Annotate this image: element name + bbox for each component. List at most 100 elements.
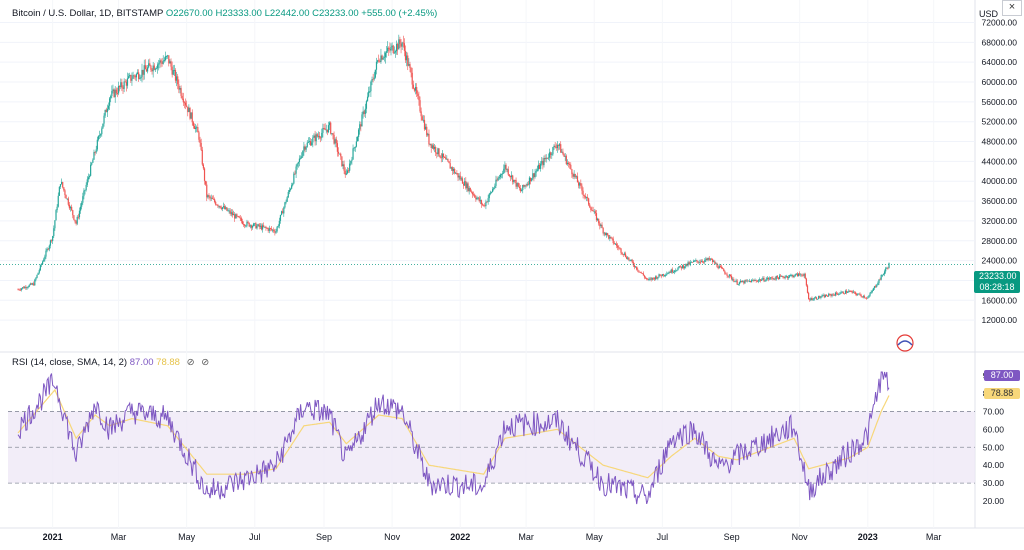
candle-body: [729, 274, 732, 277]
candle-body: [125, 81, 127, 86]
candle-body: [351, 159, 353, 161]
candle-body: [86, 179, 88, 185]
candle-body: [409, 64, 411, 68]
candle-body: [306, 142, 308, 147]
candle-body: [205, 180, 207, 185]
candle-body: [365, 101, 368, 109]
candle-body: [790, 275, 792, 276]
candle-body: [546, 157, 548, 159]
candle-body: [119, 86, 121, 88]
candle-body: [831, 294, 833, 296]
candle-body: [190, 112, 192, 119]
candle-body: [292, 183, 294, 186]
candle-body: [516, 182, 518, 187]
candle-body: [391, 45, 393, 48]
candle-body: [665, 274, 667, 276]
candle-body: [50, 240, 53, 242]
candle-body: [155, 68, 158, 70]
candle-body: [460, 178, 462, 180]
time-tick-label: Nov: [384, 532, 401, 542]
candle-body: [62, 181, 64, 188]
time-tick-label: 2023: [858, 532, 878, 542]
candle-body: [650, 278, 652, 280]
candle-body: [873, 286, 876, 289]
time-tick-label: 2022: [450, 532, 470, 542]
eye-off-icon[interactable]: ⊘: [201, 357, 210, 368]
candle-body: [774, 278, 776, 280]
candle-body: [528, 177, 531, 185]
candle-body: [196, 127, 198, 128]
candle-body: [267, 228, 269, 231]
candle-body: [760, 279, 762, 281]
candle-body: [289, 188, 292, 191]
candle-body: [566, 162, 569, 165]
candle-body: [523, 184, 525, 187]
time-tick-label: Sep: [316, 532, 332, 542]
candle-body: [804, 273, 806, 279]
candle-body: [74, 219, 76, 222]
candle-body: [470, 191, 473, 193]
candle-body: [308, 141, 311, 142]
candle-body: [795, 273, 797, 275]
candle-body: [554, 145, 556, 148]
candle-body: [122, 87, 124, 89]
candle-body: [385, 51, 388, 53]
candle-body: [813, 298, 815, 300]
candle-body: [189, 107, 191, 119]
eye-off-icon[interactable]: ⊘: [186, 357, 195, 368]
candle-body: [504, 164, 506, 169]
symbol-title: Bitcoin / U.S. Dollar, 1D, BITSTAMP: [12, 8, 164, 19]
candle-body: [465, 181, 467, 189]
open-value: O22670.00: [165, 8, 213, 19]
candle-body: [104, 109, 106, 116]
candle-body: [582, 190, 584, 195]
candle-body: [226, 207, 228, 211]
candle-body: [390, 47, 392, 51]
candle-body: [489, 192, 491, 194]
candle-body: [85, 184, 87, 190]
candle-body: [840, 292, 842, 294]
candle-body: [440, 157, 442, 159]
candle-body: [436, 152, 438, 155]
candle-body: [417, 93, 419, 97]
candle-body: [838, 294, 840, 295]
candle-body: [814, 297, 816, 299]
candle-body: [18, 289, 20, 291]
candle-body: [49, 240, 52, 246]
candle-body: [603, 232, 605, 234]
candle-body: [291, 185, 293, 189]
candle-body: [240, 218, 242, 222]
candle-body: [624, 253, 627, 257]
candle-body: [414, 87, 417, 91]
candle-body: [92, 159, 94, 163]
price-legend: Bitcoin / U.S. Dollar, 1D, BITSTAMP O226…: [12, 8, 437, 19]
candle-body: [653, 278, 656, 280]
candle-body: [221, 207, 223, 209]
candle-body: [484, 205, 486, 207]
candle-body: [201, 149, 203, 165]
candle-body: [513, 179, 515, 183]
candle-body: [609, 236, 611, 239]
candle-body: [575, 176, 577, 178]
candle-body: [250, 225, 253, 228]
candle-body: [467, 183, 469, 191]
candle-body: [601, 224, 603, 229]
candle-body: [243, 224, 245, 225]
candle-body: [442, 153, 445, 158]
candle-body: [494, 185, 496, 189]
candle-body: [710, 258, 713, 260]
candle-body: [713, 261, 715, 263]
candle-body: [875, 286, 877, 288]
candle-body: [499, 174, 502, 178]
candle-body: [449, 163, 451, 169]
candle-body: [618, 247, 620, 249]
candle-body: [887, 267, 889, 269]
candle-body: [883, 271, 886, 275]
candle-body: [810, 297, 812, 301]
candle-body: [39, 265, 41, 271]
currency-label: USD: [978, 9, 998, 19]
close-button[interactable]: ×: [1002, 0, 1022, 16]
candle-body: [789, 275, 791, 277]
candle-body: [183, 102, 186, 104]
